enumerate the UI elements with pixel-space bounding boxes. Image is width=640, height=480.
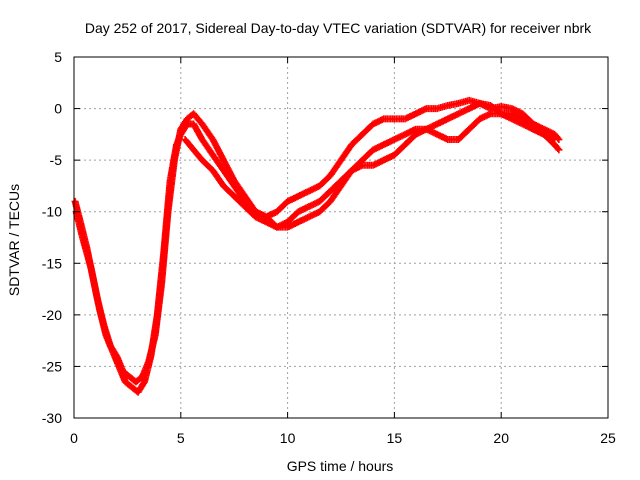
x-tick-label: 25 (600, 430, 616, 446)
y-tick-label: -25 (42, 358, 62, 374)
y-tick-label: -5 (50, 152, 63, 168)
y-tick-label: 5 (54, 49, 62, 65)
x-tick-label: 15 (387, 430, 403, 446)
data-point (555, 146, 563, 154)
plot-area (74, 57, 608, 418)
data-point (551, 136, 559, 144)
x-tick-label: 0 (70, 430, 78, 446)
x-tick-label: 5 (177, 430, 185, 446)
data-point-interp (554, 145, 562, 153)
y-tick-label: -20 (42, 307, 62, 323)
x-axis-label: GPS time / hours (287, 458, 394, 474)
plot-frame (73, 56, 609, 419)
y-tick-label: -15 (42, 255, 62, 271)
y-tick-label: -10 (42, 204, 62, 220)
data-points (71, 96, 563, 396)
x-tick-label: 10 (280, 430, 296, 446)
y-tick-label: 0 (54, 101, 62, 117)
y-tick-label: -30 (42, 410, 62, 426)
axis-ticks: 0 5 10 15 20 25 -30 -25 -20 -15 -10 -5 0 5 (42, 49, 616, 446)
y-axis-label: SDTVAR / TECUs (6, 184, 22, 296)
x-tick-label: 20 (493, 430, 509, 446)
chart-title: Day 252 of 2017, Sidereal Day-to-day VTE… (85, 20, 592, 36)
